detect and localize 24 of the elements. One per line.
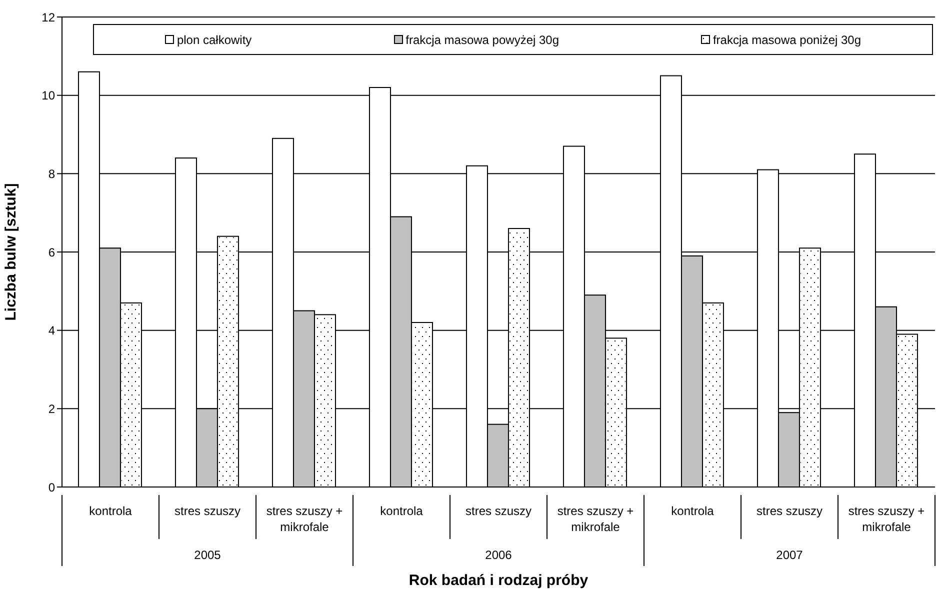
x-tick-label: stres szuszy + mikrofale: [557, 504, 634, 534]
y-tick-label: 6: [48, 245, 56, 260]
x-tick-label: kontrola: [89, 504, 132, 518]
text: 2006: [485, 548, 512, 562]
legend-label: frakcja masowa poniżej 30g: [712, 32, 862, 46]
x-axis-title: Rok badań i rodzaj próby: [408, 572, 589, 589]
legend-label: plon całkowity: [176, 32, 252, 46]
x-tick-label: kontrola: [671, 504, 714, 518]
y-tick-label: 0: [48, 480, 56, 494]
legend-label: frakcja masowa powyżej 30g: [406, 32, 560, 46]
x-tick-label: stres szuszy + mikrofale: [266, 504, 343, 534]
y-tick-label: 10: [42, 88, 56, 103]
x-tick-label: stres szuszy: [756, 504, 823, 518]
x-tick-label: stres szuszy: [465, 504, 532, 518]
x-tick-label: stres szuszy + mikrofale: [848, 504, 925, 534]
y-tick-label: 2: [48, 402, 56, 416]
y-axis-title: Liczba bulw [sztuk]: [2, 183, 20, 321]
y-tick-label: 12: [42, 10, 56, 24]
x-tick-label: stres szuszy: [174, 504, 241, 518]
text: 2007: [776, 548, 804, 562]
y-tick-label: 8: [48, 166, 56, 181]
text: 2005: [194, 548, 222, 562]
y-tick-label: 4: [48, 324, 56, 338]
x-tick-label: kontrola: [380, 504, 424, 518]
